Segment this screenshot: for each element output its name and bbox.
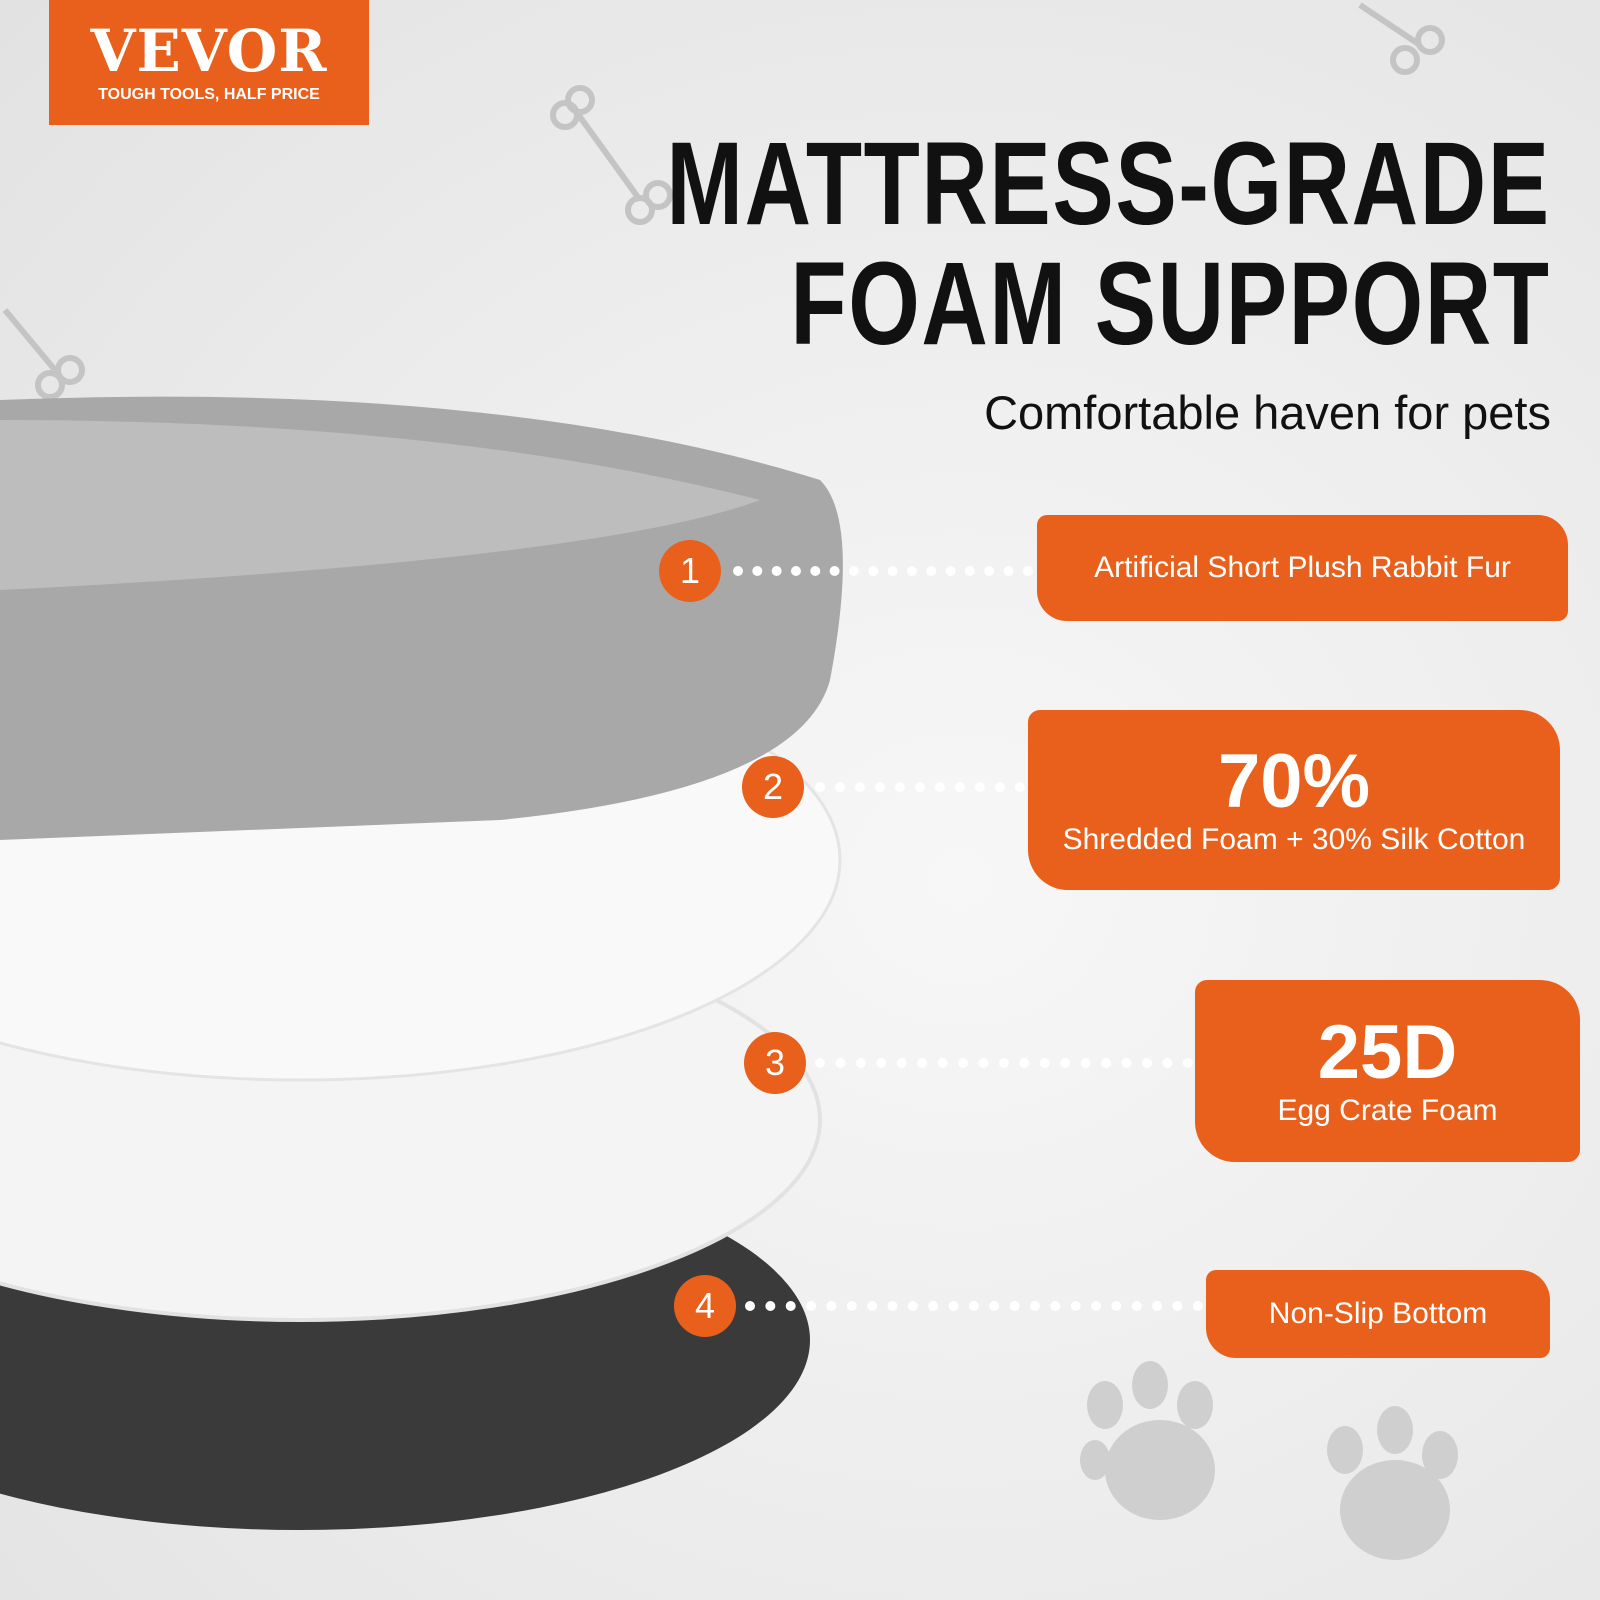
layer-label-2: 70% Shredded Foam + 30% Silk Cotton bbox=[1028, 710, 1560, 890]
connector-dots bbox=[815, 1058, 1193, 1068]
logo-brand: VEVOR bbox=[90, 17, 328, 85]
layer-text: Shredded Foam + 30% Silk Cotton bbox=[1062, 823, 1526, 856]
layer-number-2: 2 bbox=[742, 756, 804, 818]
bone-icon bbox=[2, 308, 85, 400]
paw-print-icon bbox=[1080, 1361, 1215, 1520]
bone-icon bbox=[550, 85, 673, 225]
connector-dots bbox=[733, 566, 1033, 576]
vevor-logo: VEVOR TOUGH TOOLS, HALF PRICE bbox=[49, 0, 369, 125]
headline-line-1: MATTRESS-GRADE bbox=[666, 118, 1551, 250]
layer-number-3: 3 bbox=[744, 1032, 806, 1094]
connector-dots bbox=[745, 1301, 1203, 1311]
layer-text: Artificial Short Plush Rabbit Fur bbox=[1094, 551, 1511, 584]
layer-number-1: 1 bbox=[659, 540, 721, 602]
layer-label-4: Non-Slip Bottom bbox=[1206, 1270, 1550, 1358]
bone-icon bbox=[1358, 2, 1445, 75]
layer-text: Non-Slip Bottom bbox=[1268, 1297, 1488, 1330]
layer-label-1: Artificial Short Plush Rabbit Fur bbox=[1037, 515, 1568, 621]
layer-big-value: 25D bbox=[1317, 1010, 1458, 1095]
headline-line-2: FOAM SUPPORT bbox=[790, 238, 1551, 370]
logo-tagline: TOUGH TOOLS, HALF PRICE bbox=[98, 86, 320, 103]
layer-label-3: 25D Egg Crate Foam bbox=[1195, 980, 1580, 1162]
paw-print-icon bbox=[1327, 1406, 1458, 1560]
layer-number-4: 4 bbox=[674, 1275, 736, 1337]
subtitle: Comfortable haven for pets bbox=[984, 386, 1551, 439]
layer-text: Egg Crate Foam bbox=[1277, 1094, 1498, 1127]
connector-dots bbox=[815, 782, 1025, 792]
layer-big-value: 70% bbox=[1217, 739, 1371, 824]
